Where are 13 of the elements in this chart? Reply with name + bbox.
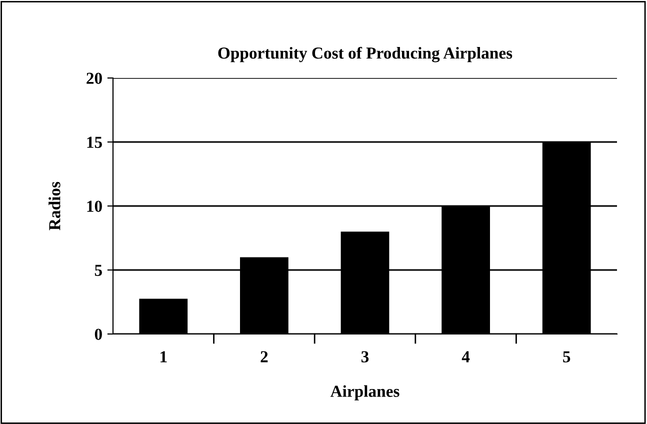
x-tick-label: 5 (563, 351, 570, 362)
chart-title: Opportunity Cost of Producing Airplanes (218, 46, 512, 62)
x-axis-title: Airplanes (330, 385, 400, 400)
y-axis-title: Radios (48, 182, 60, 230)
y-tick-label: 10 (87, 200, 102, 212)
y-tick-label: 20 (86, 72, 102, 84)
x-tick-label: 3 (361, 351, 369, 362)
x-tick-label: 4 (462, 351, 470, 362)
y-tick-label: 0 (94, 328, 102, 340)
y-tick-label: 15 (87, 136, 102, 148)
x-tick-label: 1 (160, 351, 167, 362)
x-tick-label: 2 (260, 351, 268, 362)
y-tick-label: 5 (94, 264, 102, 276)
